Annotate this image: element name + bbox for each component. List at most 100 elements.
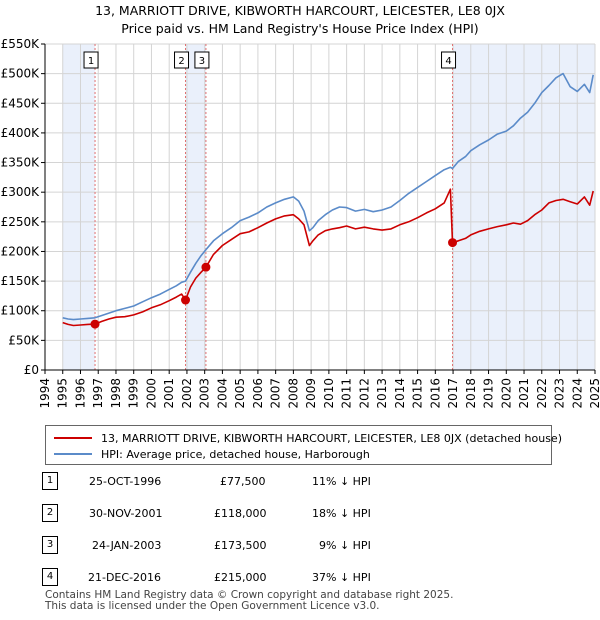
sale-date: 21-DEC-2016 bbox=[88, 571, 162, 584]
series-line-property bbox=[62, 188, 594, 327]
sale-hpi-diff: 9% ↓ HPI bbox=[319, 539, 371, 552]
sale-point bbox=[201, 262, 211, 272]
sale-point bbox=[90, 319, 100, 329]
x-tick-label: 1995 bbox=[56, 378, 70, 409]
highlight-bands bbox=[45, 44, 595, 370]
table-row: 2 30-NOV-2001 £118,000 18% ↓ HPI bbox=[40, 504, 560, 524]
sale-date: 30-NOV-2001 bbox=[89, 507, 163, 520]
sale-price: £215,000 bbox=[214, 571, 267, 584]
sale-price: £118,000 bbox=[214, 507, 267, 520]
x-tick-label: 2009 bbox=[304, 378, 318, 409]
sale-marker-box bbox=[441, 51, 457, 69]
sale-number-badge: 3 bbox=[42, 536, 58, 554]
sale-date: 24-JAN-2003 bbox=[92, 539, 162, 552]
sale-points bbox=[90, 238, 458, 329]
chart-title: 13, MARRIOTT DRIVE, KIBWORTH HARCOURT, L… bbox=[95, 3, 505, 18]
y-tick-label: £50K bbox=[8, 333, 40, 347]
x-tick-label: 2023 bbox=[553, 378, 567, 409]
x-tick-label: 2013 bbox=[375, 378, 389, 409]
sale-marker-box bbox=[174, 51, 190, 69]
table-row: 1 25-OCT-1996 £77,500 11% ↓ HPI bbox=[40, 472, 560, 492]
y-tick-label: £450K bbox=[1, 96, 41, 110]
y-tick-label: £550K bbox=[1, 37, 41, 51]
chart-subtitle: Price paid vs. HM Land Registry's House … bbox=[121, 21, 478, 36]
series-lines bbox=[62, 72, 594, 327]
legend-item-hpi: HPI: Average price, detached house, Harb… bbox=[46, 446, 370, 462]
sale-number-badge: 2 bbox=[42, 504, 58, 522]
sale-date: 25-OCT-1996 bbox=[89, 475, 162, 488]
x-tick-label: 2022 bbox=[535, 378, 549, 409]
sale-number-badge: 1 bbox=[42, 472, 58, 490]
axes bbox=[41, 43, 596, 374]
sale-marker-number: 3 bbox=[199, 56, 205, 67]
y-tick-label: £400K bbox=[1, 126, 41, 140]
sale-marker-labels: 1 2 3 4 bbox=[83, 51, 457, 69]
sale-hpi-diff: 37% ↓ HPI bbox=[312, 571, 371, 584]
x-tick-label: 2020 bbox=[499, 378, 513, 409]
sale-marker-label: 2 bbox=[174, 51, 190, 69]
x-tick-label: 2019 bbox=[482, 378, 496, 409]
sale-point bbox=[181, 295, 191, 305]
grid-lines bbox=[44, 43, 596, 371]
x-tick-label: 2006 bbox=[251, 378, 265, 409]
x-tick-label: 1996 bbox=[73, 378, 87, 409]
footer-line-copyright: Contains HM Land Registry data © Crown c… bbox=[45, 589, 454, 601]
footer-line-licence: This data is licensed under the Open Gov… bbox=[45, 600, 380, 612]
sale-number-badge: 4 bbox=[42, 568, 58, 586]
footer-notice: Contains HM Land Registry data © Crown c… bbox=[45, 590, 453, 612]
x-tick-label: 2000 bbox=[144, 378, 158, 409]
x-tick-label: 2024 bbox=[570, 378, 584, 409]
x-tick-label: 2015 bbox=[411, 378, 425, 409]
x-tick-label: 2005 bbox=[233, 378, 247, 409]
tick-labels: £0 £50K £100K £150K £200K £250K £300K £350K £400… bbox=[1, 37, 600, 409]
legend: 13, MARRIOTT DRIVE, KIBWORTH HARCOURT, L… bbox=[45, 425, 562, 465]
x-tick-label: 2018 bbox=[464, 378, 478, 409]
table-row: 4 21-DEC-2016 £215,000 37% ↓ HPI bbox=[40, 568, 560, 588]
x-tick-label: 1999 bbox=[127, 378, 141, 409]
sale-marker-box bbox=[83, 51, 99, 69]
x-tick-label: 2004 bbox=[215, 378, 229, 409]
series-line-hpi bbox=[62, 72, 594, 321]
y-tick-label: £200K bbox=[1, 244, 41, 258]
sale-marker-number: 2 bbox=[178, 56, 184, 67]
sale-marker-label: 3 bbox=[194, 51, 210, 69]
sale-hpi-diff: 18% ↓ HPI bbox=[312, 507, 371, 520]
x-tick-label: 2007 bbox=[269, 378, 283, 409]
x-tick-label: 2011 bbox=[340, 378, 354, 409]
y-tick-label: £100K bbox=[1, 304, 41, 318]
y-tick-label: £350K bbox=[1, 156, 41, 170]
sale-point bbox=[448, 238, 458, 248]
x-tick-label: 2021 bbox=[517, 378, 531, 409]
x-tick-label: 2003 bbox=[198, 378, 212, 409]
legend-label-property: 13, MARRIOTT DRIVE, KIBWORTH HARCOURT, L… bbox=[101, 431, 562, 445]
x-tick-label: 1997 bbox=[91, 378, 105, 409]
table-row: 3 24-JAN-2003 £173,500 9% ↓ HPI bbox=[40, 536, 560, 556]
x-tick-label: 2008 bbox=[286, 378, 300, 409]
y-tick-label: £300K bbox=[1, 185, 41, 199]
x-tick-label: 2025 bbox=[588, 378, 600, 409]
price-chart: 13, MARRIOTT DRIVE, KIBWORTH HARCOURT, L… bbox=[1, 3, 600, 409]
highlight-band bbox=[185, 44, 206, 370]
y-tick-label: £500K bbox=[1, 67, 41, 81]
sale-hpi-diff: 11% ↓ HPI bbox=[312, 475, 371, 488]
y-tick-label: £250K bbox=[1, 215, 41, 229]
sale-marker-box bbox=[194, 51, 210, 69]
x-tick-label: 2014 bbox=[393, 378, 407, 409]
x-tick-label: 2017 bbox=[446, 378, 460, 409]
x-tick-label: 1994 bbox=[38, 378, 52, 409]
legend-label-hpi: HPI: Average price, detached house, Harb… bbox=[101, 447, 370, 461]
sale-marker-number: 1 bbox=[88, 56, 94, 67]
legend-swatch-property bbox=[54, 437, 92, 439]
x-tick-label: 2010 bbox=[322, 378, 336, 409]
x-tick-label: 2012 bbox=[357, 378, 371, 409]
x-tick-label: 2002 bbox=[180, 378, 194, 409]
highlight-band bbox=[62, 44, 96, 370]
x-tick-label: 2001 bbox=[162, 378, 176, 409]
x-tick-label: 1998 bbox=[109, 378, 123, 409]
y-tick-label: £0 bbox=[24, 363, 39, 377]
legend-swatch-hpi bbox=[54, 453, 92, 455]
sale-price: £173,500 bbox=[214, 539, 267, 552]
sale-marker-label: 1 bbox=[83, 51, 99, 69]
sale-marker-number: 4 bbox=[445, 56, 451, 67]
legend-item-property: 13, MARRIOTT DRIVE, KIBWORTH HARCOURT, L… bbox=[46, 430, 562, 446]
